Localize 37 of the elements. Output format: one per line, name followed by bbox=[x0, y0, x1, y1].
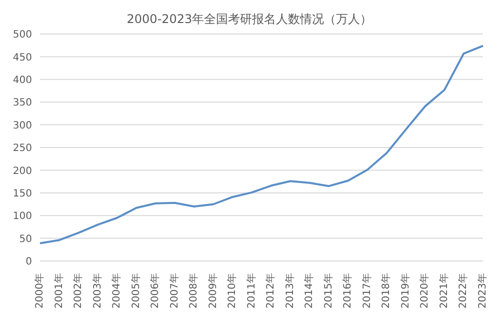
y-tick-label: 400 bbox=[12, 74, 32, 86]
y-tick-label: 300 bbox=[12, 120, 32, 132]
y-tick-label: 500 bbox=[12, 30, 32, 41]
x-tick-label: 2004年 bbox=[110, 273, 123, 308]
x-tick-label: 2000年 bbox=[34, 273, 46, 308]
x-tick-label: 2001年 bbox=[52, 273, 65, 308]
x-tick-label: 2011年 bbox=[245, 273, 258, 308]
y-tick-label: 450 bbox=[12, 52, 32, 64]
x-tick-label: 2020年 bbox=[418, 273, 431, 308]
y-tick-label: 350 bbox=[12, 98, 32, 109]
x-tick-label: 2017年 bbox=[360, 273, 373, 308]
y-tick-label: 250 bbox=[12, 143, 32, 154]
x-tick-label: 2018年 bbox=[380, 273, 392, 308]
x-tick-label: 2009年 bbox=[206, 273, 219, 308]
x-tick-label: 2023年 bbox=[476, 273, 488, 308]
x-tick-label: 2002年 bbox=[72, 273, 84, 308]
x-tick-label: 2007年 bbox=[168, 273, 180, 308]
y-tick-label: 100 bbox=[12, 211, 32, 222]
x-tick-label: 2015年 bbox=[322, 273, 334, 308]
x-tick-label: 2008年 bbox=[188, 273, 200, 308]
x-tick-label: 2021年 bbox=[438, 273, 450, 308]
y-tick-label: 200 bbox=[12, 166, 32, 177]
x-tick-label: 2022年 bbox=[457, 273, 470, 308]
y-tick-label: 50 bbox=[19, 234, 32, 245]
x-tick-label: 2005年 bbox=[130, 273, 142, 308]
x-tick-label: 2019年 bbox=[399, 273, 412, 308]
x-tick-label: 2010年 bbox=[226, 273, 238, 308]
chart-title: 2000-2023年全国考研报名人数情况（万人） bbox=[126, 11, 374, 28]
x-tick-label: 2012年 bbox=[264, 273, 277, 308]
line-series bbox=[39, 44, 484, 244]
x-tick-label: 2003年 bbox=[91, 273, 104, 308]
x-tick-label: 2016年 bbox=[342, 273, 354, 308]
y-tick-label: 0 bbox=[26, 256, 32, 268]
x-tick-label: 2014年 bbox=[303, 273, 316, 308]
y-tick-label: 150 bbox=[12, 188, 32, 200]
x-tick-label: 2013年 bbox=[284, 273, 296, 308]
x-tick-label: 2006年 bbox=[149, 273, 162, 308]
